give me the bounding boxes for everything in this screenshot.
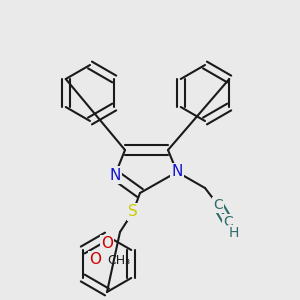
Text: C: C: [223, 215, 233, 229]
Text: N: N: [109, 167, 121, 182]
Text: CH₃: CH₃: [107, 254, 130, 266]
Text: C: C: [213, 198, 223, 212]
Text: S: S: [128, 205, 138, 220]
Text: O: O: [101, 236, 113, 251]
Text: H: H: [229, 226, 239, 240]
Text: O: O: [89, 253, 101, 268]
Text: N: N: [171, 164, 183, 179]
